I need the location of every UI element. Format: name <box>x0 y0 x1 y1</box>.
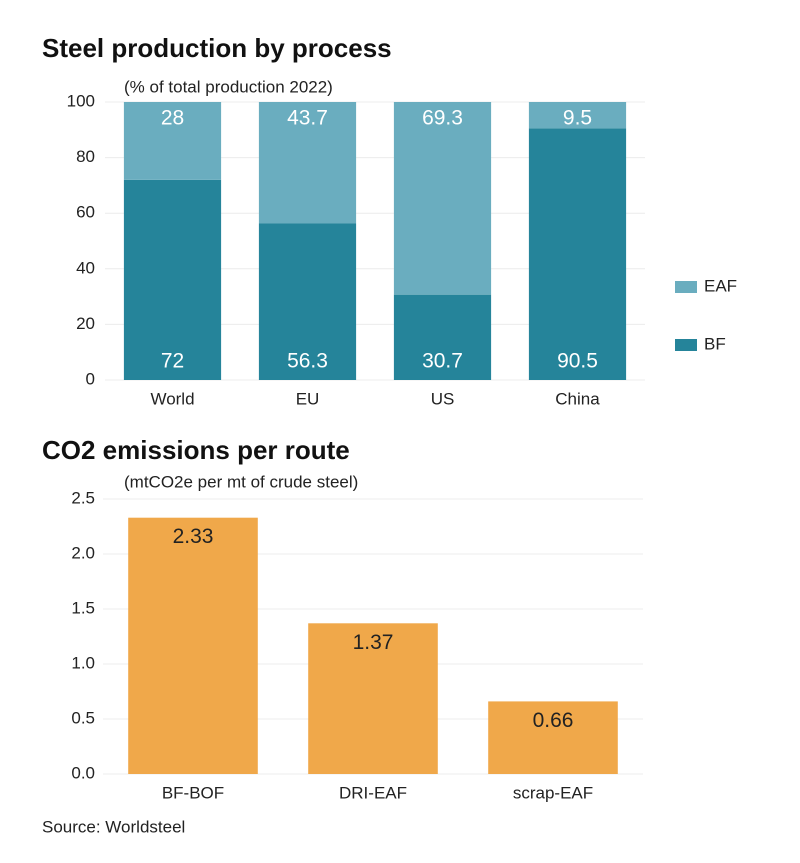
value-label: 56.3 <box>287 350 328 373</box>
value-label: 2.33 <box>173 525 214 548</box>
x-tick-label: scrap-EAF <box>513 783 593 802</box>
value-label: 69.3 <box>422 107 463 130</box>
y-tick-label: 2.0 <box>71 543 95 562</box>
value-label: 43.7 <box>287 107 328 130</box>
chart-subtitle: (% of total production 2022) <box>124 77 333 96</box>
x-tick-label: World <box>150 389 194 408</box>
chart-title: Steel production by process <box>42 33 392 63</box>
value-label: 30.7 <box>422 350 463 373</box>
bar <box>488 701 618 774</box>
y-tick-label: 1.5 <box>71 598 95 617</box>
x-tick-label: BF-BOF <box>162 783 224 802</box>
chart-title: CO2 emissions per route <box>42 435 350 465</box>
y-tick-label: 0 <box>86 369 95 388</box>
y-tick-label: 2.5 <box>71 488 95 507</box>
value-label: 9.5 <box>563 107 592 130</box>
y-tick-label: 60 <box>76 203 95 222</box>
value-label: 0.66 <box>533 709 574 732</box>
bar <box>308 623 438 774</box>
bar-segment <box>528 128 627 380</box>
x-tick-label: China <box>555 389 600 408</box>
bar-segment <box>258 223 357 380</box>
y-tick-label: 40 <box>76 258 95 277</box>
x-tick-label: DRI-EAF <box>339 783 407 802</box>
bar-segment <box>123 179 222 380</box>
y-tick-label: 80 <box>76 147 95 166</box>
source: Source: Worldsteel <box>42 817 185 836</box>
value-label: 90.5 <box>557 350 598 373</box>
y-tick-label: 1.0 <box>71 653 95 672</box>
legend-swatch <box>675 281 697 293</box>
bar <box>128 517 258 774</box>
x-tick-label: EU <box>296 389 320 408</box>
bar-segment <box>528 102 627 129</box>
bar-segment <box>123 102 222 180</box>
y-tick-label: 0.0 <box>71 763 95 782</box>
chart-subtitle: (mtCO2e per mt of crude steel) <box>124 472 358 491</box>
value-label: 1.37 <box>353 631 394 654</box>
x-tick-label: US <box>431 389 455 408</box>
legend-swatch <box>675 339 697 351</box>
y-tick-label: 100 <box>67 91 95 110</box>
bar-segment <box>393 102 492 295</box>
bar-segment <box>393 294 492 380</box>
legend-label: BF <box>704 334 726 353</box>
value-label: 72 <box>161 350 184 373</box>
y-tick-label: 20 <box>76 314 95 333</box>
bar-segment <box>258 102 357 224</box>
legend-label: EAF <box>704 276 737 295</box>
value-label: 28 <box>161 107 184 130</box>
y-tick-label: 0.5 <box>71 708 95 727</box>
